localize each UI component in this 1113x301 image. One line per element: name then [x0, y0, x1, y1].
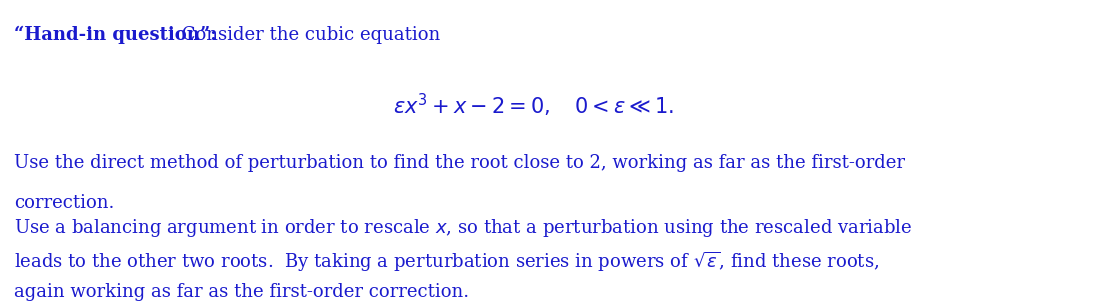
Text: correction.: correction. — [14, 194, 115, 212]
Text: Consider the cubic equation: Consider the cubic equation — [176, 26, 440, 44]
Text: again working as far as the first-order correction.: again working as far as the first-order … — [14, 283, 470, 301]
Text: “Hand-in question”:: “Hand-in question”: — [14, 26, 217, 44]
Text: leads to the other two roots.  By taking a perturbation series in powers of $\sq: leads to the other two roots. By taking … — [14, 250, 879, 274]
Text: $\varepsilon x^3 + x - 2 = 0, \quad 0 < \varepsilon \ll 1.$: $\varepsilon x^3 + x - 2 = 0, \quad 0 < … — [393, 92, 674, 119]
Text: Use the direct method of perturbation to find the root close to 2, working as fa: Use the direct method of perturbation to… — [14, 154, 905, 172]
Text: Use a balancing argument in order to rescale $x$, so that a perturbation using t: Use a balancing argument in order to res… — [14, 217, 913, 239]
